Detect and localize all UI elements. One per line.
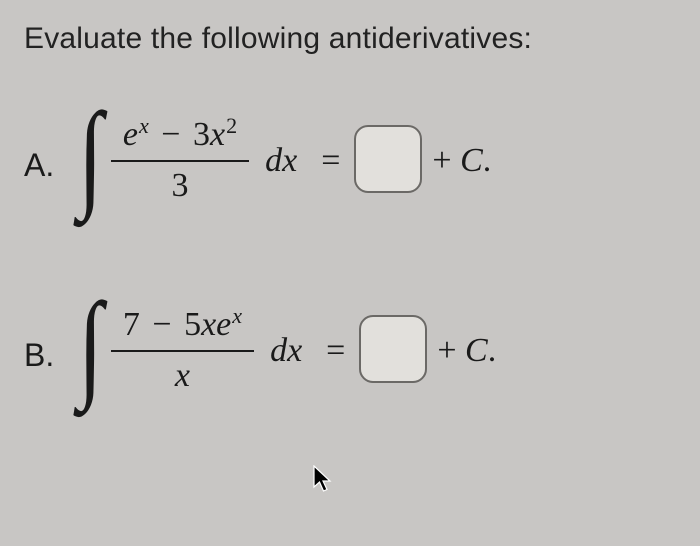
dx: dx (265, 142, 297, 180)
problem-label: A. (24, 147, 84, 184)
dx: dx (270, 332, 302, 370)
integral-sign: ∫ (78, 113, 103, 197)
answer-input-b[interactable] (359, 315, 427, 383)
plus-c: + C. (432, 142, 491, 180)
fraction-b: 7 − 5xex x (111, 301, 254, 401)
fraction-a: ex − 3x2 3 (111, 111, 249, 211)
equals-sign: = (321, 142, 340, 180)
page-heading: Evaluate the following antiderivatives: (24, 22, 676, 56)
equals-sign: = (326, 332, 345, 370)
plus-c: + C. (437, 332, 496, 370)
integral-sign: ∫ (78, 303, 103, 387)
problem-label: B. (24, 337, 84, 374)
numerator-a: ex − 3x2 (111, 111, 249, 162)
problem-row-b: B. ∫ 7 − 5xex x dx = + C. (24, 291, 676, 411)
numerator-b: 7 − 5xex (111, 301, 254, 352)
answer-input-a[interactable] (354, 125, 422, 193)
math-expression-a: ∫ ex − 3x2 3 dx = + C. (84, 111, 491, 211)
denominator-b: x (163, 352, 202, 401)
problem-row-a: A. ∫ ex − 3x2 3 dx = + C. (24, 101, 676, 221)
math-expression-b: ∫ 7 − 5xex x dx = + C. (84, 301, 496, 401)
denominator-a: 3 (159, 162, 200, 211)
